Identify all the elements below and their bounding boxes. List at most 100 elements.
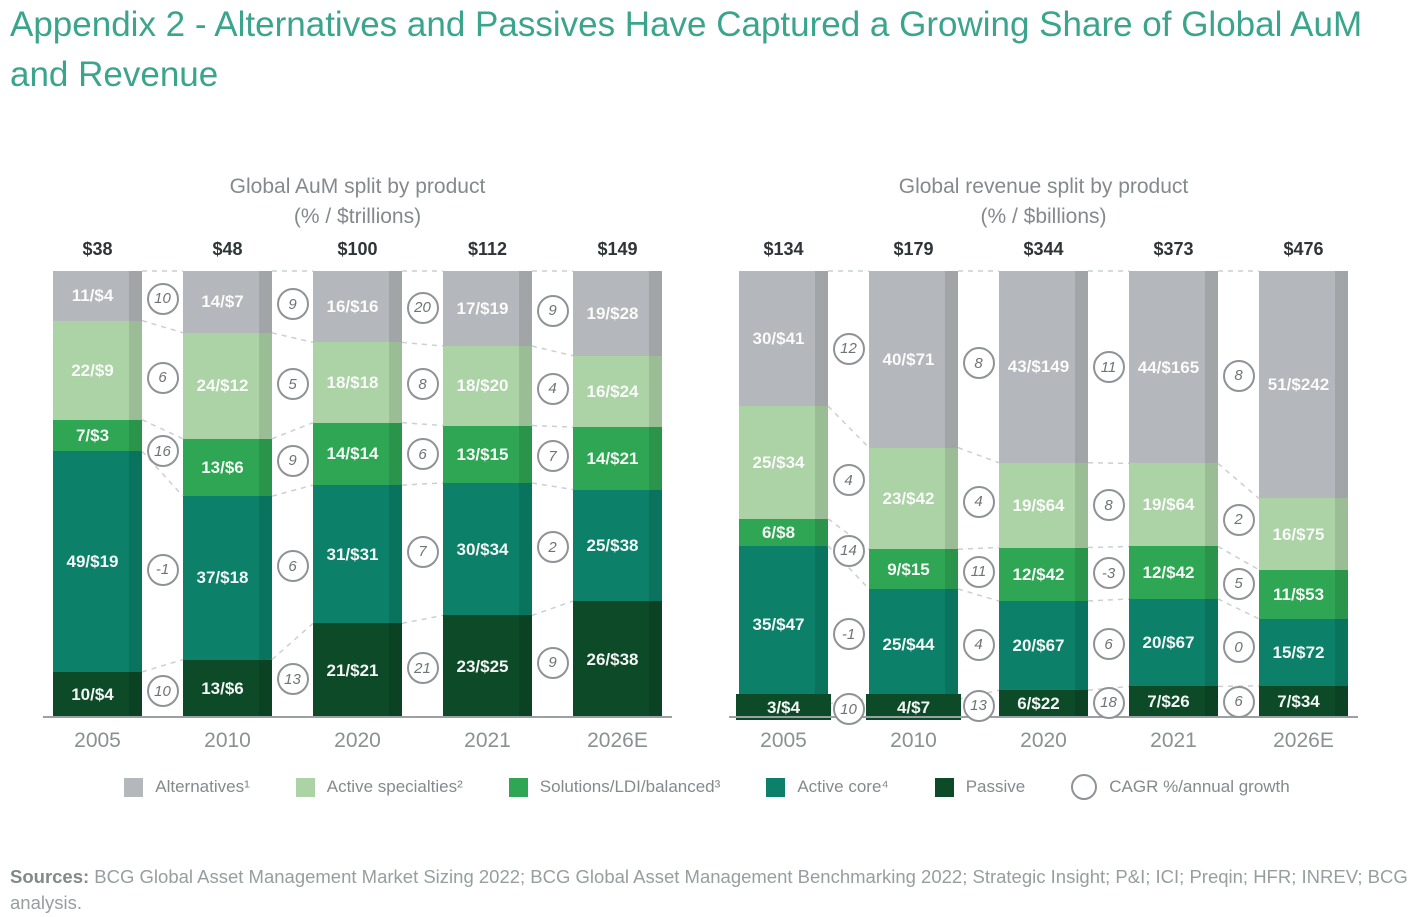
segment-label: 19/$64: [1142, 495, 1195, 515]
stacked-bar: 17/$19 18/$20 13/$15 30/$34 23/$25: [443, 271, 532, 717]
bar-segment: 19/$64: [999, 462, 1088, 548]
bar-segment: 25/$34: [739, 406, 828, 519]
stacked-bar: 40/$71 23/$42 9/$15 25/$44 4/$7: [866, 271, 961, 720]
legend-label: Alternatives¹: [155, 777, 250, 796]
bar-segment: 7/$3: [53, 419, 142, 452]
year-label: 2020: [1020, 729, 1067, 752]
stacked-bar: 14/$7 24/$12 13/$6 37/$18 13/$6: [183, 271, 272, 717]
bar-segment: 22/$9: [53, 320, 142, 420]
legend-swatch-icon: [508, 777, 528, 797]
segment-label: 14/$21: [586, 448, 639, 468]
cagr-circle: 10: [832, 693, 865, 726]
cagr-circle-icon: [1071, 774, 1098, 800]
cagr-circle: 5: [1222, 567, 1255, 600]
bar-segment: 12/$42: [1129, 546, 1218, 599]
segment-label-chip: 3/$4: [736, 694, 831, 720]
cagr-circle: 21: [406, 652, 439, 685]
segment-label: 49/$19: [66, 552, 119, 572]
bar-shade-strip: [1335, 271, 1348, 717]
cagr-circle: 13: [276, 663, 309, 696]
cagr-circle: 6: [1092, 628, 1125, 661]
bar-segment: 23/$25: [443, 615, 532, 717]
segment-label: 23/$25: [456, 656, 509, 676]
segment-label: 12/$42: [1012, 564, 1065, 584]
bar-segment: 43/$149: [999, 271, 1088, 463]
bar-shade-strip: [1205, 271, 1218, 717]
cagr-circle: 14: [832, 534, 865, 567]
chart-title: Global revenue split by product: [898, 175, 1189, 198]
cagr-circle: 9: [276, 288, 309, 321]
aum-chart: Global AuM split by product (% / $trilli…: [43, 172, 672, 752]
segment-label: 19/$28: [586, 303, 639, 323]
cagr-circle: 6: [406, 438, 439, 471]
cagr-circle: 4: [962, 628, 995, 661]
bar-total: $344: [1023, 239, 1064, 259]
bar-segment: 13/$6: [183, 659, 272, 717]
bar-segment: 30/$34: [443, 482, 532, 616]
segment-label: 25/$34: [752, 452, 805, 472]
legend-label: CAGR %/annual growth: [1109, 777, 1290, 796]
legend-item: Active core⁴: [766, 777, 889, 797]
segment-label: 14/$14: [326, 444, 379, 464]
cagr-circle: 6: [1222, 685, 1255, 718]
stacked-bar: 44/$165 19/$64 12/$42 20/$67 7/$26: [1129, 271, 1218, 717]
bar-segment: 14/$14: [313, 422, 402, 486]
bar-total: $48: [212, 239, 243, 259]
legend-label: Active specialties²: [326, 777, 463, 796]
revenue-chart: Global revenue split by product (% / $bi…: [729, 172, 1358, 752]
bar-segment: 15/$72: [1259, 618, 1348, 686]
page-title: Appendix 2 - Alternatives and Passives H…: [10, 5, 1363, 94]
cagr-circle: 10: [146, 282, 179, 315]
segment-label: 14/$7: [201, 292, 244, 312]
segment-label: 24/$12: [196, 376, 249, 396]
bar-total: $112: [467, 239, 508, 259]
bar-total: $149: [597, 239, 638, 259]
stacked-bar: 30/$41 25/$34 6/$8 35/$47 3/$4: [736, 271, 831, 720]
stacked-bar: 11/$4 22/$9 7/$3 49/$19 10/$4: [53, 271, 142, 717]
segment-label: 25/$38: [586, 535, 639, 555]
bar-segment: 49/$19: [53, 451, 142, 672]
bar-segment: 20/$67: [1129, 598, 1218, 687]
revenue-chart-title-block: Global revenue split by product (% / $bi…: [739, 172, 1348, 232]
bar-segment: 6/$8: [739, 518, 828, 546]
cagr-circle: 7: [406, 535, 439, 568]
bar-segment: 12/$42: [999, 547, 1088, 602]
cagr-circle: 4: [962, 485, 995, 518]
segment-label: 16/$75: [1272, 524, 1325, 544]
bar-segment: 13/$15: [443, 425, 532, 483]
segment-label: 15/$72: [1272, 642, 1325, 662]
segment-label: 13/$15: [456, 444, 509, 464]
segment-label: 43/$149: [1007, 357, 1070, 377]
bar-segment: 23/$42: [869, 447, 958, 550]
segment-label: 12/$42: [1142, 563, 1195, 583]
chart-subtitle: (% / $trillions): [293, 205, 422, 228]
bar-segment: 25/$38: [573, 489, 662, 602]
segment-label: 7/$3: [75, 425, 110, 445]
cagr-circle: 18: [1092, 686, 1125, 719]
segment-label: 19/$64: [1012, 495, 1065, 515]
sources-text: BCG Global Asset Management Market Sizin…: [10, 866, 1408, 913]
legend-swatch-icon: [124, 777, 144, 797]
bar-total: $100: [337, 239, 378, 259]
segment-label: 30/$34: [456, 539, 509, 559]
bar-segment: 44/$165: [1129, 271, 1218, 464]
year-label: 2026E: [587, 729, 648, 752]
segment-label: 31/$31: [326, 544, 379, 564]
segment-label: 7/$26: [1147, 692, 1190, 712]
bar-segment: 7/$34: [1259, 685, 1348, 717]
connector-lines: [141, 270, 574, 673]
bar-segment: 19/$28: [573, 271, 662, 356]
sources-label: Sources:: [10, 866, 90, 887]
legend-item: Alternatives¹: [124, 777, 250, 797]
segment-label: 17/$19: [456, 299, 509, 319]
bar-segment: 16/$16: [313, 271, 402, 343]
bar-segment: 11/$4: [53, 271, 142, 321]
bar-segment: 25/$44: [869, 588, 958, 700]
cagr-circle: 5: [276, 368, 309, 401]
year-label: 2005: [760, 729, 807, 752]
cagr-circle: -3: [1092, 557, 1125, 590]
bar-segment: 6/$22: [999, 690, 1088, 717]
segment-label: 6/$22: [1017, 694, 1060, 714]
cagr-circle: 6: [276, 550, 309, 583]
stacked-bar: 43/$149 19/$64 12/$42 20/$67 6/$22: [999, 271, 1088, 717]
